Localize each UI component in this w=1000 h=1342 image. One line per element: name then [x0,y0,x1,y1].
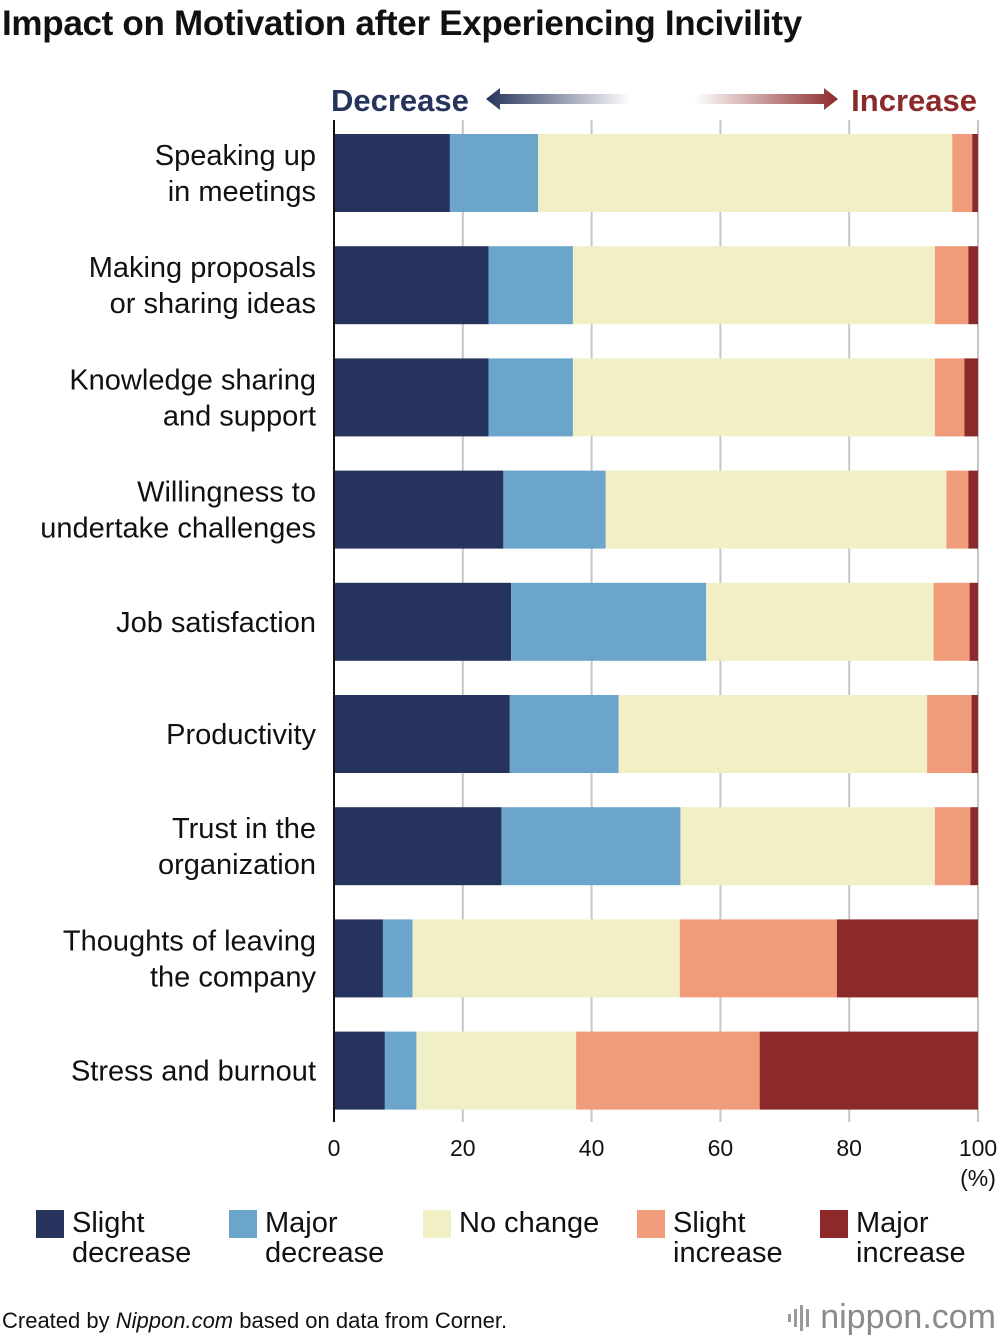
bar-segment [572,246,935,325]
bar-segment [538,134,953,212]
x-tick-label: 100 [959,1135,997,1161]
footer-source-name: Nippon.com [115,1308,234,1333]
category-label: Making proposals or sharing ideas [89,252,316,320]
bar-segment [933,582,970,661]
chart-title: Impact on Motivation after Experiencing … [2,4,802,43]
bar-segment [605,470,947,549]
nippon-logo: nippon.com [788,1298,996,1337]
bar-segment [449,134,539,212]
legend-item: Major increase [820,1208,966,1268]
bar-segment [334,695,510,773]
legend-swatch [637,1210,665,1238]
bar-segment [488,246,573,325]
footer-credit: Created by Nippon.com based on data from… [2,1308,507,1334]
category-label: Willingness to undertake challenges [40,477,316,545]
footer-rest: based on data from Corner. [233,1308,508,1333]
x-axis: 0 20 40 60 80 100 (%) [328,120,997,1191]
bar-segment [972,134,978,212]
bar-segment [927,695,972,773]
decrease-label: Decrease [331,83,469,118]
bar-segment [946,470,969,549]
bar-segment [334,807,502,886]
bar-segment [334,582,512,661]
x-tick-label: 20 [450,1135,476,1161]
footer-created-by: Created by [2,1308,116,1333]
bar-segment [934,807,971,886]
increase-label: Increase [851,83,977,118]
category-label: Thoughts of leaving the company [63,925,317,993]
bar-segment [384,1031,417,1110]
bar-segment [759,1031,978,1110]
bar-segment [968,470,978,549]
bar-segment [576,1031,760,1110]
bar-segment [968,246,978,325]
x-tick-label: 80 [836,1135,862,1161]
bar-segment [618,695,928,773]
bar-segment [334,134,450,212]
legend-item: Slight decrease [36,1208,191,1268]
bar-segment [509,695,619,773]
x-tick-label: 0 [328,1135,341,1161]
x-tick-label: 40 [579,1135,605,1161]
bar-segment [503,470,606,549]
bar-segment [934,246,969,325]
bar-segment [501,807,681,886]
bar-segment [572,358,935,437]
category-label: Speaking up in meetings [155,140,316,208]
legend-label: Major decrease [265,1207,385,1269]
bar-segment [334,470,504,549]
chart-svg: Speaking up in meetings Making proposals or… [40,83,997,1191]
category-label: Trust in the organization [158,813,316,881]
bar-segment [334,358,489,437]
bar-segment [334,246,489,325]
legend-label: Major increase [856,1207,966,1269]
bar-segment [969,582,978,661]
bar-segment [836,919,978,998]
category-label: Knowledge sharing and support [69,364,316,432]
x-unit-label: (%) [960,1165,996,1191]
legend-swatch [36,1210,64,1238]
legend-swatch [423,1210,451,1238]
logo-text: nippon.com [820,1298,996,1336]
legend-label: Slight increase [673,1207,783,1269]
x-tick-label: 60 [708,1135,734,1161]
bar-segments [334,134,978,1110]
legend-item: No change [423,1208,599,1238]
bar-segment [679,919,837,998]
legend-label: Slight decrease [72,1207,192,1269]
direction-indicator: Decrease Increase [331,83,977,118]
bar-segment [706,582,934,661]
bar-segment [952,134,973,212]
increase-arrow-icon [694,88,838,110]
category-label: Productivity [166,719,316,751]
bar-segment [971,695,978,773]
bar-segment [488,358,573,437]
category-label: Stress and burnout [71,1056,316,1088]
sound-bars-icon [788,1304,810,1331]
legend-label: No change [459,1207,600,1239]
legend-item: Major decrease [229,1208,384,1268]
bar-segment [511,582,707,661]
category-labels: Speaking up in meetings Making proposals or… [40,140,316,1088]
bar-segment [334,1031,385,1110]
legend-item: Slight increase [637,1208,783,1268]
bar-segment [416,1031,577,1110]
legend-swatch [229,1210,257,1238]
bar-segment [964,358,978,437]
bar-segment [970,807,978,886]
decrease-arrow-icon [486,88,630,110]
bar-segment [680,807,935,886]
legend-swatch [820,1210,848,1238]
category-label: Job satisfaction [116,607,316,639]
bar-segment [382,919,413,998]
bar-segment [934,358,965,437]
bar-segment [334,919,383,998]
bar-segment [412,919,680,998]
